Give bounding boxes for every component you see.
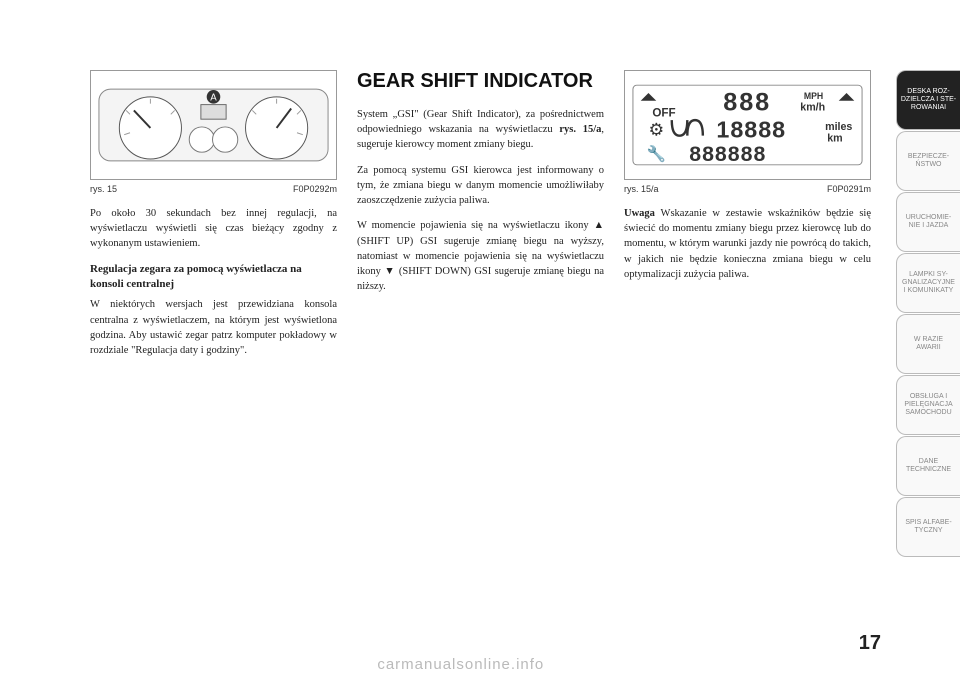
svg-text:OFF: OFF <box>652 106 675 119</box>
column-3: OFF 888 MPH km/h ⚙ 18888 miles km 🔧 8888… <box>624 70 871 629</box>
column-2: GEAR SHIFT INDICATOR System „GSI" (Gear … <box>357 70 604 629</box>
instrument-cluster-icon: A <box>97 77 330 173</box>
paragraph: W niektórych wersjach jest przewidziana … <box>90 297 337 358</box>
svg-text:⚙: ⚙ <box>648 120 664 140</box>
side-tabs: DESKA ROZ- DZIELCZA I STE- ROWANIAIBEZPI… <box>896 0 960 679</box>
svg-text:888: 888 <box>723 88 771 116</box>
svg-text:MPH: MPH <box>804 91 823 101</box>
column-1: A rys. 15 F0P0292m Po około 30 sekundach… <box>90 70 337 629</box>
figure-15a: OFF 888 MPH km/h ⚙ 18888 miles km 🔧 8888… <box>624 70 871 180</box>
side-tab-4[interactable]: W RAZIE AWARII <box>896 314 960 374</box>
svg-text:888888: 888888 <box>689 142 766 166</box>
side-tab-7[interactable]: SPIS ALFABE- TYCZNY <box>896 497 960 557</box>
figure-code: F0P0291m <box>827 184 871 194</box>
subheading: Regulacja zegara za pomocą wyświetlacza … <box>90 262 337 292</box>
page-number: 17 <box>859 632 881 655</box>
svg-text:km/h: km/h <box>800 101 825 113</box>
paragraph: W momencie pojawienia się na wyświetlacz… <box>357 218 604 294</box>
side-tab-2[interactable]: URUCHOMIE- NIE I JAZDA <box>896 192 960 252</box>
paragraph: System „GSI" (Gear Shift Indicator), za … <box>357 107 604 153</box>
figure-15-caption: rys. 15 F0P0292m <box>90 184 337 194</box>
side-tab-1[interactable]: BEZPIECZE- ŃSTWO <box>896 131 960 191</box>
side-tab-3[interactable]: LAMPKI SY- GNALIZACYJNE I KOMUNIKATY <box>896 253 960 313</box>
figure-15: A <box>90 70 337 180</box>
watermark: carmanualsonline.info <box>377 656 544 673</box>
figure-15a-caption: rys. 15/a F0P0291m <box>624 184 871 194</box>
figure-code: F0P0292m <box>293 184 337 194</box>
svg-text:miles: miles <box>825 121 852 133</box>
section-title: GEAR SHIFT INDICATOR <box>357 70 604 93</box>
figure-label: rys. 15/a <box>624 184 659 194</box>
page: A rys. 15 F0P0292m Po około 30 sekundach… <box>0 0 960 679</box>
paragraph: Uwaga Wskazanie w zestawie wskaźników bę… <box>624 206 871 282</box>
svg-text:A: A <box>210 93 217 104</box>
side-tab-0[interactable]: DESKA ROZ- DZIELCZA I STE- ROWANIAI <box>896 70 960 130</box>
figure-label: rys. 15 <box>90 184 117 194</box>
side-tab-6[interactable]: DANE TECHNICZNE <box>896 436 960 496</box>
svg-text:🔧: 🔧 <box>647 144 666 163</box>
svg-text:18888: 18888 <box>716 117 786 143</box>
paragraph: Za pomocą systemu GSI kierowca jest info… <box>357 163 604 209</box>
paragraph: Po około 30 sekundach bez innej regulacj… <box>90 206 337 252</box>
lcd-display-icon: OFF 888 MPH km/h ⚙ 18888 miles km 🔧 8888… <box>631 77 864 173</box>
svg-text:km: km <box>827 133 842 145</box>
content-area: A rys. 15 F0P0292m Po około 30 sekundach… <box>0 0 896 679</box>
side-tab-5[interactable]: OBSŁUGA I PIELĘGNACJA SAMOCHODU <box>896 375 960 435</box>
